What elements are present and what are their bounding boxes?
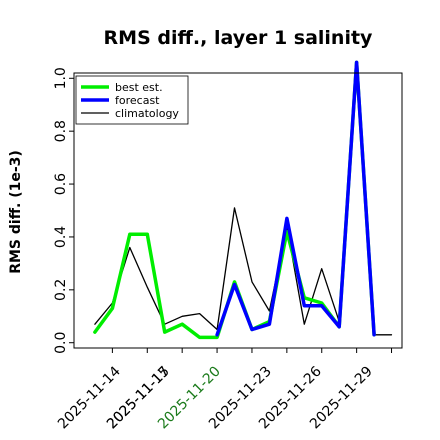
plot-area [93, 60, 393, 340]
legend-label: best est. [115, 81, 163, 94]
y-axis-label: RMS diff. (1e-3) [8, 150, 24, 274]
y-tick-label: 0.2 [53, 279, 69, 301]
plot-frame [73, 72, 403, 349]
y-tick-label: 0.0 [53, 332, 69, 354]
chart-title: RMS diff., layer 1 salinity [104, 27, 374, 49]
series-line-forecast [215, 60, 376, 337]
y-tick-label: 0.4 [53, 226, 69, 248]
y-tick-label: 1.0 [53, 67, 69, 89]
y-tick-label: 0.8 [53, 120, 69, 142]
legend-label: climatology [115, 107, 179, 120]
x-axis: 2025-11-142025-11-152025-11-172025-11-20… [55, 348, 393, 432]
y-tick-label: 0.6 [53, 173, 69, 195]
legend-label: forecast [115, 94, 160, 107]
y-axis: 0.0 0.2 0.4 0.6 0.8 1.0 [53, 67, 74, 354]
